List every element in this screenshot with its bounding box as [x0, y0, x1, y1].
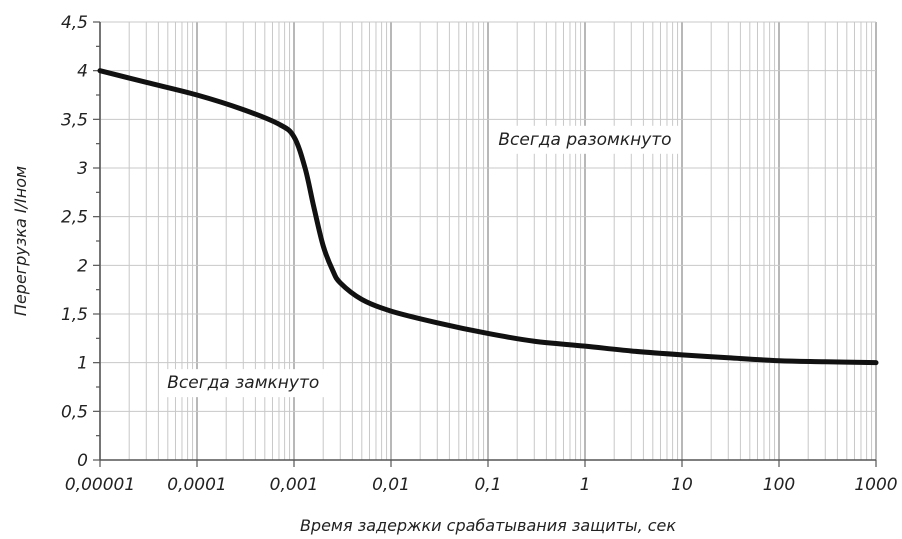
- annotation-text: Всегда замкнуто: [167, 373, 319, 393]
- y-tick-label: 3,5: [61, 110, 88, 130]
- y-tick-label: 3: [77, 159, 88, 179]
- y-tick-label: 1,5: [61, 305, 88, 325]
- x-tick-label: 100: [763, 475, 795, 495]
- x-tick-label: 1000: [854, 475, 897, 495]
- y-tick-label: 0: [77, 451, 88, 471]
- annotation: Всегда замкнуто: [159, 369, 328, 398]
- x-tick-label: 10: [671, 475, 693, 495]
- x-tick-label: 1: [580, 475, 591, 495]
- annotation: Всегда разомкнуто: [490, 125, 680, 154]
- y-tick-label: 0,5: [61, 402, 88, 422]
- x-tick-label: 0,1: [474, 475, 501, 495]
- x-tick-label: 0,01: [372, 475, 410, 495]
- annotation-text: Всегда разомкнуто: [498, 130, 671, 150]
- x-tick-label: 0,00001: [65, 475, 135, 495]
- y-tick-label: 4,5: [61, 13, 88, 33]
- axes: [93, 21, 877, 467]
- annotations: Всегда разомкнуто Всегда замкнуто: [159, 125, 680, 398]
- series-layer: [97, 68, 879, 366]
- overload-curve: [97, 68, 879, 366]
- x-axis-title: Время задержки срабатывания защиты, сек: [300, 516, 676, 535]
- y-tick-label: 4: [77, 62, 88, 82]
- y-tick-label: 1: [77, 354, 88, 374]
- tick-labels: 0 0,5 1 1,5 2 2,5 3 3,5 4 4,5 0,00001 0,0001 0,001 0,…: [61, 13, 898, 495]
- y-tick-label: 2: [77, 256, 88, 276]
- annotation-background: [159, 369, 328, 398]
- x-tick-label: 0,0001: [167, 475, 226, 495]
- x-tick-label: 0,001: [270, 475, 319, 495]
- y-tick-label: 2,5: [61, 208, 88, 228]
- annotation-background: [490, 125, 680, 154]
- y-axis-title: Перегрузка I/Iном: [11, 166, 30, 316]
